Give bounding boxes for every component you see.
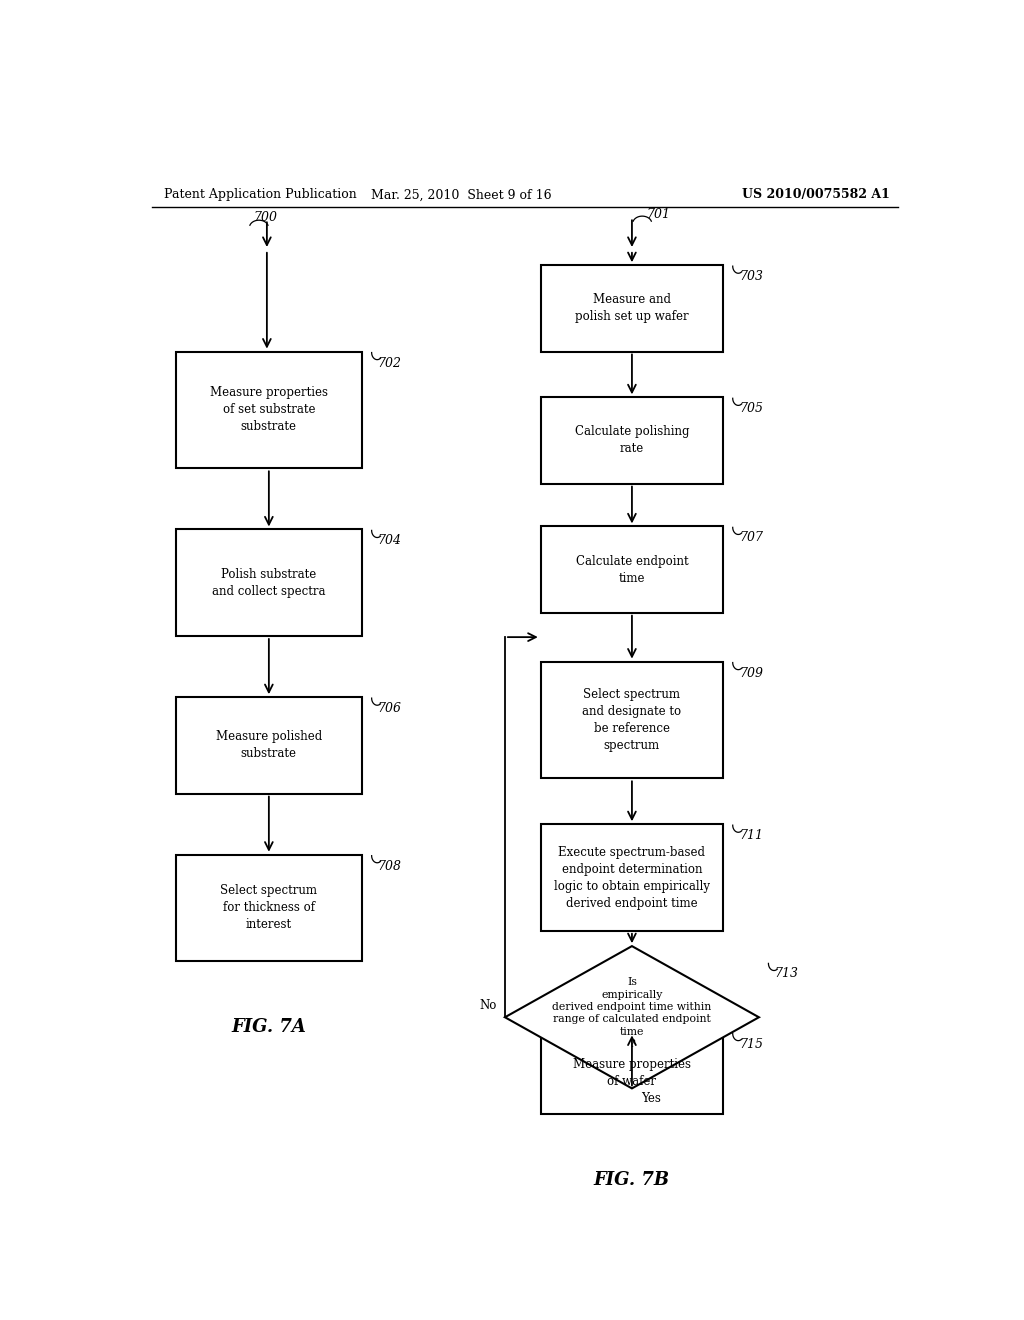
- Text: Measure and
polish set up wafer: Measure and polish set up wafer: [575, 293, 689, 323]
- Text: 705: 705: [739, 403, 763, 416]
- Text: Select spectrum
for thickness of
interest: Select spectrum for thickness of interes…: [220, 884, 317, 932]
- Bar: [541, 661, 723, 779]
- Text: Polish substrate
and collect spectra: Polish substrate and collect spectra: [212, 568, 326, 598]
- Bar: [541, 1032, 723, 1114]
- Bar: [176, 697, 362, 793]
- Text: Patent Application Publication: Patent Application Publication: [164, 189, 356, 202]
- Text: 709: 709: [739, 667, 763, 680]
- Bar: [541, 527, 723, 612]
- Text: 708: 708: [378, 859, 402, 873]
- Text: US 2010/0075582 A1: US 2010/0075582 A1: [742, 189, 890, 202]
- Text: 715: 715: [739, 1038, 763, 1051]
- Text: Measure properties
of wafer: Measure properties of wafer: [573, 1059, 691, 1088]
- Text: 713: 713: [775, 968, 799, 981]
- Text: 701: 701: [646, 209, 671, 222]
- Text: Mar. 25, 2010  Sheet 9 of 16: Mar. 25, 2010 Sheet 9 of 16: [371, 189, 552, 202]
- Text: 704: 704: [378, 535, 402, 548]
- Bar: [176, 529, 362, 636]
- Text: 706: 706: [378, 702, 402, 715]
- Polygon shape: [505, 946, 759, 1089]
- Text: 703: 703: [739, 271, 763, 284]
- Bar: [176, 351, 362, 469]
- Bar: [541, 397, 723, 483]
- Text: Measure polished
substrate: Measure polished substrate: [216, 730, 322, 760]
- Text: Calculate polishing
rate: Calculate polishing rate: [574, 425, 689, 455]
- Text: 700: 700: [253, 211, 278, 224]
- Text: 711: 711: [739, 829, 763, 842]
- Text: Is
empirically
derived endpoint time within
range of calculated endpoint
time
?: Is empirically derived endpoint time wit…: [552, 977, 712, 1049]
- Bar: [541, 265, 723, 351]
- Text: FIG. 7B: FIG. 7B: [594, 1171, 670, 1189]
- Bar: [176, 854, 362, 961]
- Text: 702: 702: [378, 356, 402, 370]
- Text: Yes: Yes: [641, 1093, 662, 1105]
- Text: FIG. 7A: FIG. 7A: [231, 1019, 306, 1036]
- Text: 707: 707: [739, 532, 763, 544]
- Text: Calculate endpoint
time: Calculate endpoint time: [575, 554, 688, 585]
- Text: Execute spectrum-based
endpoint determination
logic to obtain empirically
derive: Execute spectrum-based endpoint determin…: [554, 846, 710, 909]
- Text: Measure properties
of set substrate
substrate: Measure properties of set substrate subs…: [210, 387, 328, 433]
- Bar: [541, 824, 723, 931]
- Text: Select spectrum
and designate to
be reference
spectrum: Select spectrum and designate to be refe…: [583, 688, 682, 752]
- Text: No: No: [479, 999, 497, 1012]
